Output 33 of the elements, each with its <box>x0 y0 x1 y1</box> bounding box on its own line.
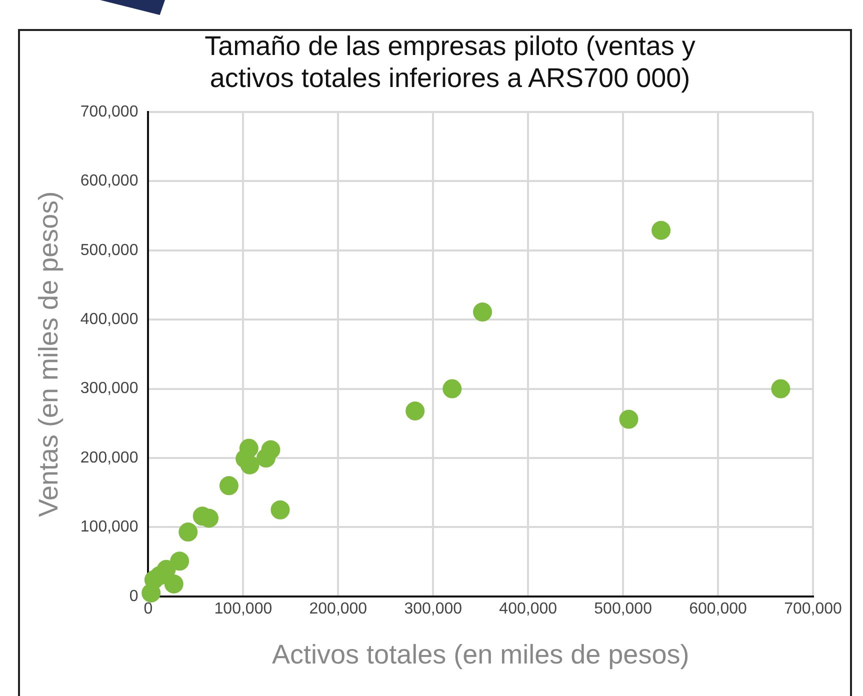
y-tick-label: 300,000 <box>80 380 138 398</box>
y-tick-label: 600,000 <box>80 172 138 190</box>
y-tick-label: 400,000 <box>80 311 138 328</box>
y-tick-label: 100,000 <box>80 518 138 536</box>
x-tick-label: 0 <box>144 600 153 618</box>
point <box>142 583 161 602</box>
y-axis-title: Ventas (en miles de pesos) <box>34 191 64 518</box>
point <box>652 220 671 240</box>
y-tick-label: 700,000 <box>80 103 138 120</box>
point <box>771 379 790 398</box>
y-tick-label: 500,000 <box>80 242 138 259</box>
point <box>270 500 290 520</box>
y-tick-label: 200,000 <box>80 449 138 466</box>
point <box>406 401 425 420</box>
x-tick-label: 600,000 <box>689 600 748 618</box>
x-tick-label: 700,000 <box>784 600 842 618</box>
y-tick-label: 0 <box>129 588 138 605</box>
point <box>256 448 276 468</box>
point <box>619 410 638 429</box>
point <box>473 302 492 322</box>
point <box>442 379 462 398</box>
x-tick-label: 500,000 <box>594 600 652 618</box>
x-tick-label: 300,000 <box>404 600 462 618</box>
x-axis-title: Activos totales (en miles de pesos) <box>272 639 690 670</box>
point <box>178 522 198 542</box>
point <box>219 476 238 496</box>
x-tick-label: 100,000 <box>214 600 272 618</box>
point <box>240 455 260 474</box>
point <box>170 552 190 571</box>
x-tick-label: 400,000 <box>499 600 558 618</box>
x-tick-label: 200,000 <box>309 600 368 618</box>
point <box>164 574 184 594</box>
chart-title: Tamaño de las empresas piloto (ventas y activos totales inferiores a ARS700 000) <box>204 30 696 94</box>
